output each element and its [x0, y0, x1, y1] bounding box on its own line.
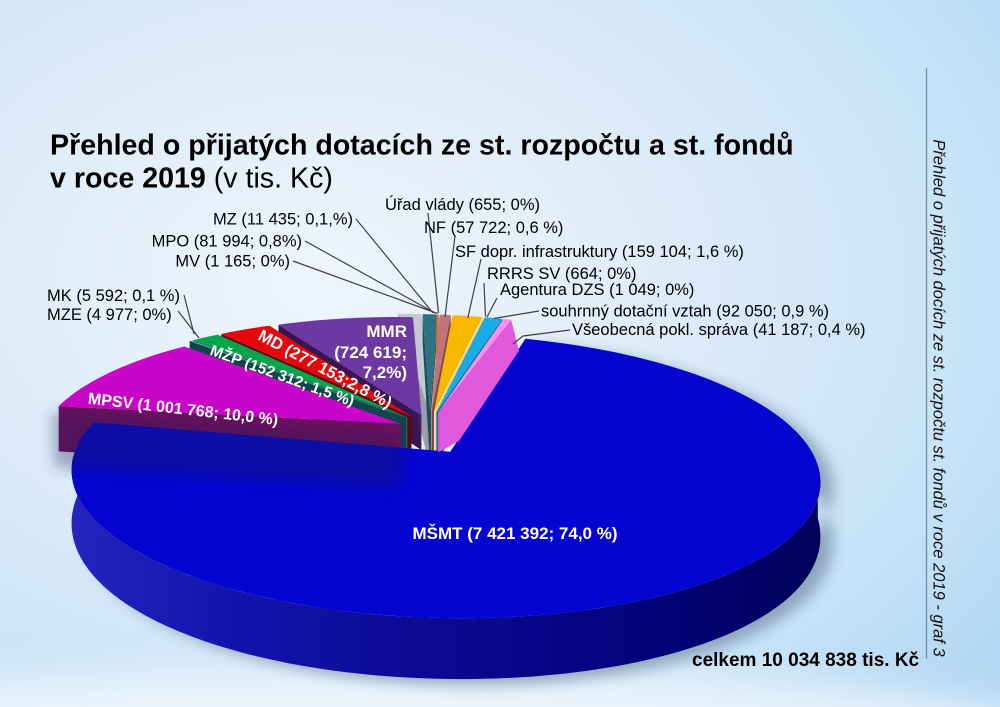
- svg-text:MZ (11 435; 0,1,%): MZ (11 435; 0,1,%): [213, 211, 353, 229]
- svg-text:MK (5 592; 0,1 %): MK (5 592; 0,1 %): [47, 287, 180, 305]
- svg-text:MMR: MMR: [366, 322, 407, 341]
- svg-text:celkem 10 034 838 tis. Kč: celkem 10 034 838 tis. Kč: [692, 650, 920, 671]
- svg-text:(724 619;: (724 619;: [334, 343, 407, 362]
- svg-text:Přehled o přijatých dotacích z: Přehled o přijatých dotacích ze st. rozp…: [50, 130, 794, 162]
- svg-text:NF (57 722; 0,6 %): NF (57 722; 0,6 %): [424, 219, 563, 237]
- svg-text:Agentura DZS (1 049; 0%): Agentura DZS (1 049; 0%): [500, 281, 694, 299]
- svg-text:MPO (81 994; 0,8%): MPO (81 994; 0,8%): [152, 233, 302, 251]
- svg-text:SF dopr. infrastruktury (159 1: SF dopr. infrastruktury (159 104; 1,6 %): [455, 243, 744, 261]
- svg-text:MV (1 165; 0%): MV (1 165; 0%): [175, 253, 290, 271]
- svg-text:v roce 2019 (v tis. Kč): v roce 2019 (v tis. Kč): [50, 163, 333, 195]
- svg-text:Úřad vlády (655; 0%): Úřad vlády (655; 0%): [385, 195, 540, 214]
- svg-text:7,2%): 7,2%): [363, 363, 407, 382]
- svg-text:MZE (4 977; 0%): MZE (4 977; 0%): [47, 306, 172, 324]
- svg-text:souhrnný dotační vztah (92 050: souhrnný dotační vztah (92 050; 0,9 %): [541, 303, 829, 321]
- svg-text:MŠMT (7 421 392; 74,0 %): MŠMT (7 421 392; 74,0 %): [412, 524, 617, 543]
- svg-text:RRRS SV (664; 0%): RRRS SV (664; 0%): [487, 265, 636, 283]
- svg-text:Přehled o přijatých docích ze: Přehled o přijatých docích ze st. rozpoč…: [930, 139, 948, 657]
- svg-text:Všeobecná pokl. správa (41 187: Všeobecná pokl. správa (41 187; 0,4 %): [572, 321, 866, 339]
